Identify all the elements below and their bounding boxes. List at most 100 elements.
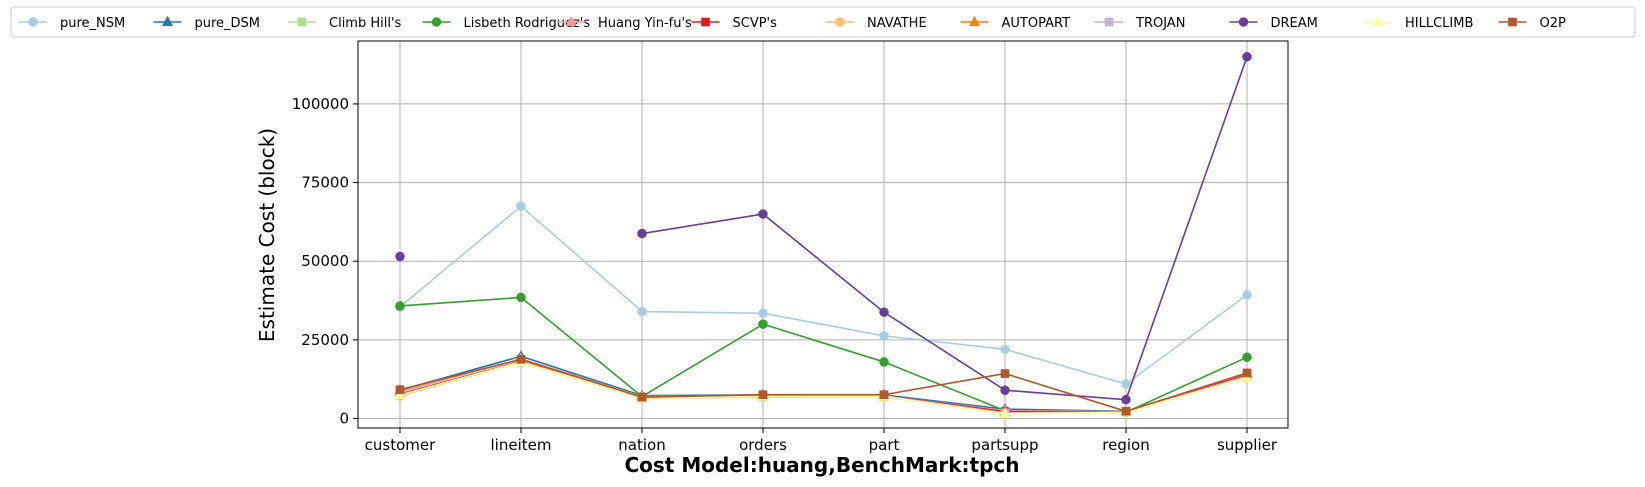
series-line bbox=[399, 205, 1248, 385]
legend-marker bbox=[968, 15, 981, 27]
y-axis-label: Estimate Cost (block) bbox=[255, 128, 279, 342]
data-point bbox=[516, 201, 526, 211]
data-point bbox=[879, 307, 889, 317]
data-point bbox=[516, 292, 526, 303]
x-tick-label: customer bbox=[365, 436, 436, 454]
legend-marker bbox=[161, 15, 174, 27]
data-point bbox=[395, 385, 405, 394]
series-dream bbox=[395, 51, 1252, 405]
data-point bbox=[1121, 394, 1131, 405]
legend-item: Lisbeth Rodriguez's bbox=[422, 16, 591, 31]
legend: pure_NSM pure_DSM Climb Hill's Lisbeth Rodr… bbox=[10, 6, 1636, 38]
legend-label: pure_NSM bbox=[60, 16, 125, 31]
legend-label: HILLCLIMB bbox=[1405, 16, 1473, 31]
data-point bbox=[879, 331, 889, 341]
legend-label: NAVATHE bbox=[867, 16, 927, 31]
data-point bbox=[637, 306, 647, 317]
legend-label: AUTOPART bbox=[1002, 16, 1071, 31]
y-tick-label: 100000 bbox=[292, 95, 349, 113]
legend-marker bbox=[431, 17, 442, 27]
y-tick-label: 0 bbox=[339, 410, 349, 428]
series-line bbox=[399, 357, 1248, 413]
data-point bbox=[1121, 379, 1131, 389]
data-point bbox=[879, 357, 889, 367]
series-layer bbox=[394, 51, 1253, 419]
legend-marker bbox=[835, 17, 845, 27]
data-point bbox=[637, 392, 647, 402]
data-point bbox=[395, 251, 405, 262]
data-point bbox=[637, 228, 647, 239]
data-point bbox=[758, 308, 768, 318]
legend-item: HILLCLIMB bbox=[1364, 15, 1473, 31]
x-tick-label: nation bbox=[618, 436, 665, 454]
x-tick-label: lineitem bbox=[491, 436, 552, 454]
x-axis-label: Cost Model:huang,BenchMark:tpch bbox=[624, 453, 1019, 477]
x-axis: customer lineitem nation orders part partsupp… bbox=[365, 428, 1278, 454]
y-axis: 0 25000 50000 75000 100000 bbox=[292, 95, 358, 428]
legend-marker bbox=[565, 15, 577, 27]
legend-label: pure_DSM bbox=[195, 16, 261, 31]
legend-label: Huang Yin-fu's bbox=[598, 16, 692, 31]
data-point bbox=[758, 390, 768, 399]
grid bbox=[358, 41, 1288, 428]
legend-item: pure_NSM bbox=[19, 16, 125, 31]
legend-marker bbox=[1104, 17, 1114, 27]
data-point bbox=[395, 301, 405, 311]
legend-marker bbox=[1508, 17, 1517, 27]
series-line bbox=[399, 361, 1248, 415]
y-tick-label: 75000 bbox=[301, 174, 349, 192]
legend-label: DREAM bbox=[1271, 16, 1318, 31]
series-line bbox=[399, 360, 1248, 413]
legend-item: Huang Yin-fu's bbox=[557, 15, 692, 31]
legend-label: SCVP's bbox=[733, 16, 778, 31]
x-tick-label: part bbox=[869, 436, 900, 454]
data-point bbox=[999, 407, 1011, 418]
data-point bbox=[758, 209, 768, 219]
data-point bbox=[1242, 290, 1252, 300]
legend-item: Climb Hill's bbox=[288, 16, 402, 31]
x-tick-label: supplier bbox=[1217, 436, 1278, 454]
series-line bbox=[399, 361, 1248, 414]
legend-item: AUTOPART bbox=[960, 15, 1071, 31]
legend-box bbox=[10, 6, 1636, 38]
legend-label: Climb Hill's bbox=[329, 16, 402, 31]
series-line bbox=[399, 361, 1248, 414]
legend-label: TROJAN bbox=[1135, 16, 1185, 31]
series-line bbox=[399, 361, 1248, 415]
data-point bbox=[1000, 369, 1010, 378]
series-line bbox=[399, 358, 1248, 413]
plot-frame bbox=[357, 40, 1289, 429]
legend-label: Lisbeth Rodriguez's bbox=[464, 16, 591, 31]
legend-item: pure_DSM bbox=[153, 15, 261, 31]
legend-marker bbox=[1372, 15, 1384, 27]
x-tick-label: region bbox=[1102, 436, 1149, 454]
data-point bbox=[1121, 407, 1131, 416]
x-tick-label: orders bbox=[739, 436, 787, 454]
legend-item: SCVP's bbox=[691, 16, 778, 31]
legend-marker bbox=[1238, 17, 1249, 27]
data-point bbox=[394, 388, 406, 400]
data-point bbox=[1000, 344, 1010, 355]
y-tick-label: 50000 bbox=[301, 252, 349, 270]
legend-marker bbox=[28, 17, 38, 27]
legend-marker bbox=[297, 17, 307, 27]
legend-item: TROJAN bbox=[1095, 16, 1185, 31]
x-tick-label: partsupp bbox=[971, 436, 1038, 454]
data-point bbox=[1000, 385, 1010, 395]
data-point bbox=[758, 319, 768, 329]
data-point bbox=[1242, 352, 1252, 362]
data-point bbox=[1242, 51, 1252, 62]
y-tick-label: 25000 bbox=[301, 331, 349, 349]
legend-marker bbox=[701, 17, 710, 27]
series-line bbox=[641, 56, 1248, 401]
data-point bbox=[516, 355, 526, 364]
series-o2p bbox=[395, 355, 1252, 416]
legend-item: DREAM bbox=[1229, 16, 1318, 31]
data-point bbox=[1242, 368, 1252, 378]
data-point bbox=[879, 390, 889, 399]
legend-item: NAVATHE bbox=[826, 16, 927, 31]
legend-item: O2P bbox=[1498, 16, 1567, 31]
legend-label: O2P bbox=[1540, 16, 1567, 31]
series-line bbox=[399, 361, 1248, 415]
